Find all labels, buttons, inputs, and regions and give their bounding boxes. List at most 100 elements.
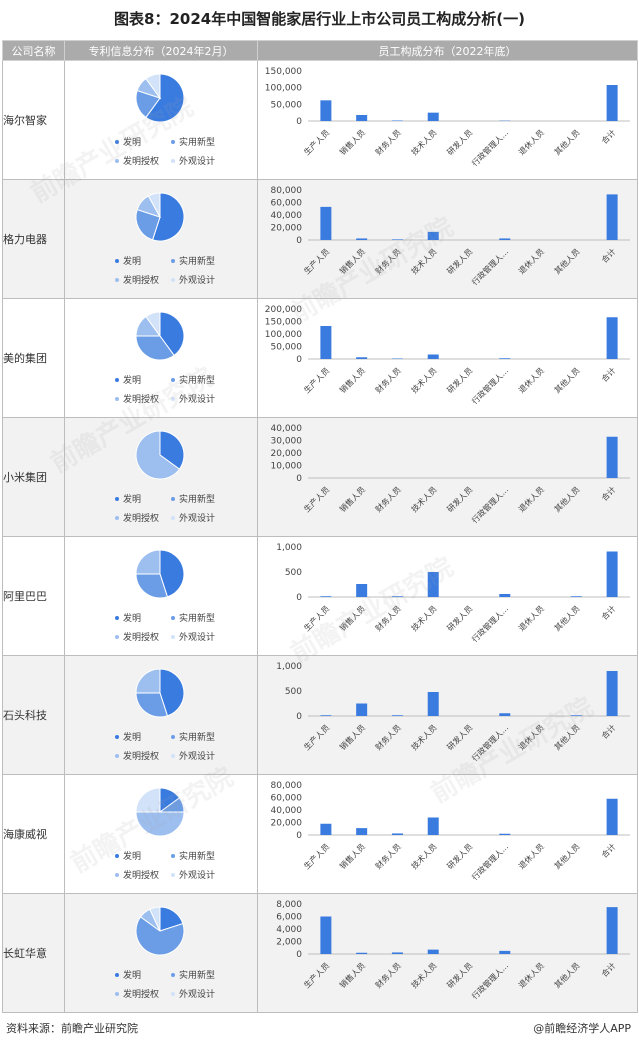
legend-marker [115,873,119,877]
legend-marker [115,635,119,639]
legend-marker [115,973,119,977]
staff-bar [427,572,439,597]
x-category-label: 销售人员 [337,246,367,276]
y-tick-label: 500 [285,687,302,697]
table-row: 长虹华意 发明 实用新型 发明授权 外观设计 8,000 6,000 4,000 2,000 0 生… [2,893,638,1013]
x-category-label: 行政管理人... [469,960,510,1001]
y-tick-label: 200,000 [265,305,302,315]
legend-label: 实用新型 [179,136,215,148]
y-tick-label: 50,000 [271,100,303,110]
x-category-label: 退休人员 [516,603,546,633]
x-category-label: 行政管理人... [469,841,510,882]
staff-bar [320,916,332,954]
legend-marker [115,278,119,282]
table-row: 阿里巴巴 发明 实用新型 发明授权 外观设计 1,000 500 0 生产人员 销售人员 财务人员技… [2,536,638,656]
x-category-label: 技术人员 [409,960,439,990]
x-category-label: 生产人员 [302,603,332,633]
y-tick-label: 500 [285,568,302,578]
staff-bar [606,551,618,597]
x-category-label: 其他人员 [552,484,582,514]
x-category-label: 技术人员 [409,484,439,514]
x-category-label: 合计 [599,722,617,740]
legend-label: 外观设计 [179,631,215,643]
x-category-label: 研发人员 [445,603,475,633]
legend-marker [171,635,175,639]
y-tick-label: 0 [296,712,302,722]
legend-label: 发明授权 [123,631,159,643]
x-category-label: 销售人员 [337,841,367,871]
legend-label: 发明授权 [123,274,159,286]
patent-pie-cell: 发明 实用新型 发明授权 外观设计 [64,774,258,894]
y-tick-label: 0 [296,355,302,365]
pie-slice [135,692,169,718]
staff-bar [356,584,368,597]
y-tick-label: 50,000 [271,343,303,353]
staff-bar [570,596,582,597]
y-tick-label: 40,000 [271,211,303,221]
company-name: 海康威视 [2,774,65,894]
legend-marker [115,616,119,620]
y-tick-label: 100,000 [265,330,302,340]
legend-label: 实用新型 [179,255,215,267]
legend-marker [115,497,119,501]
x-category-label: 生产人员 [302,127,332,157]
legend-label: 发明 [123,612,141,624]
staff-bar [499,594,511,597]
staff-bar [391,239,403,240]
company-name: 格力电器 [2,179,65,299]
x-category-label: 技术人员 [409,365,439,395]
legend-label: 发明 [123,255,141,267]
staff-bar [391,120,403,121]
y-tick-label: 30,000 [271,437,303,447]
pie-slice [149,906,161,932]
legend-label: 发明授权 [123,155,159,167]
staff-bar [499,833,511,835]
pie-slice [135,668,161,694]
patent-pie-cell: 发明 实用新型 发明授权 外观设计 [64,179,258,299]
y-tick-label: 0 [296,236,302,246]
staff-bar-cell: 8,000 6,000 4,000 2,000 0 生产人员 销售人员 财务人员 技术人员 研发人… [257,893,638,1013]
x-category-label: 退休人员 [516,127,546,157]
legend-label: 外观设计 [179,869,215,881]
x-category-label: 行政管理人... [469,722,510,763]
table-row: 海尔智家 发明 实用新型 发明授权 外观设计 150,000 100,000 50,000 0 生… [2,60,638,180]
y-tick-label: 100,000 [265,84,302,94]
staff-bar [427,231,439,240]
y-tick-label: 80,000 [271,186,303,196]
legend-label: 外观设计 [179,750,215,762]
pie-slice [135,573,169,599]
company-name: 美的集团 [2,298,65,418]
y-tick-label: 1,000 [276,543,302,553]
y-tick-label: 0 [296,474,302,484]
table-row: 美的集团 发明 实用新型 发明授权 外观设计 200,000 150,000 100,000 5… [2,298,638,418]
legend-marker [171,516,175,520]
x-category-label: 研发人员 [445,246,475,276]
staff-bar [391,596,403,597]
legend-marker [115,992,119,996]
x-category-label: 研发人员 [445,365,475,395]
legend-label: 发明授权 [123,393,159,405]
brand-note: @前瞻经济学人APP [533,1022,631,1035]
legend-marker [115,516,119,520]
staff-bar [606,194,618,240]
legend-label: 发明 [123,374,141,386]
pie-slice [135,549,161,575]
pie-slice [135,916,185,956]
x-category-label: 财务人员 [373,246,403,276]
table-row: 海康威视 发明 实用新型 发明授权 外观设计 80,000 60,000 40,000 20,0… [2,774,638,894]
staff-bar-cell: 80,000 60,000 40,000 20,000 0 生产人员 销售人员 财务人员 技术人… [257,774,638,894]
y-tick-label: 60,000 [271,199,303,209]
pie-slice [135,335,175,361]
x-category-label: 合计 [599,484,617,502]
y-tick-label: 0 [296,950,302,960]
x-category-label: 生产人员 [302,722,332,752]
legend-label: 外观设计 [179,155,215,167]
table-row: 小米集团 发明 实用新型 发明授权 外观设计 40,000 30,000 20,000 10,0… [2,417,638,537]
x-category-label: 技术人员 [409,603,439,633]
